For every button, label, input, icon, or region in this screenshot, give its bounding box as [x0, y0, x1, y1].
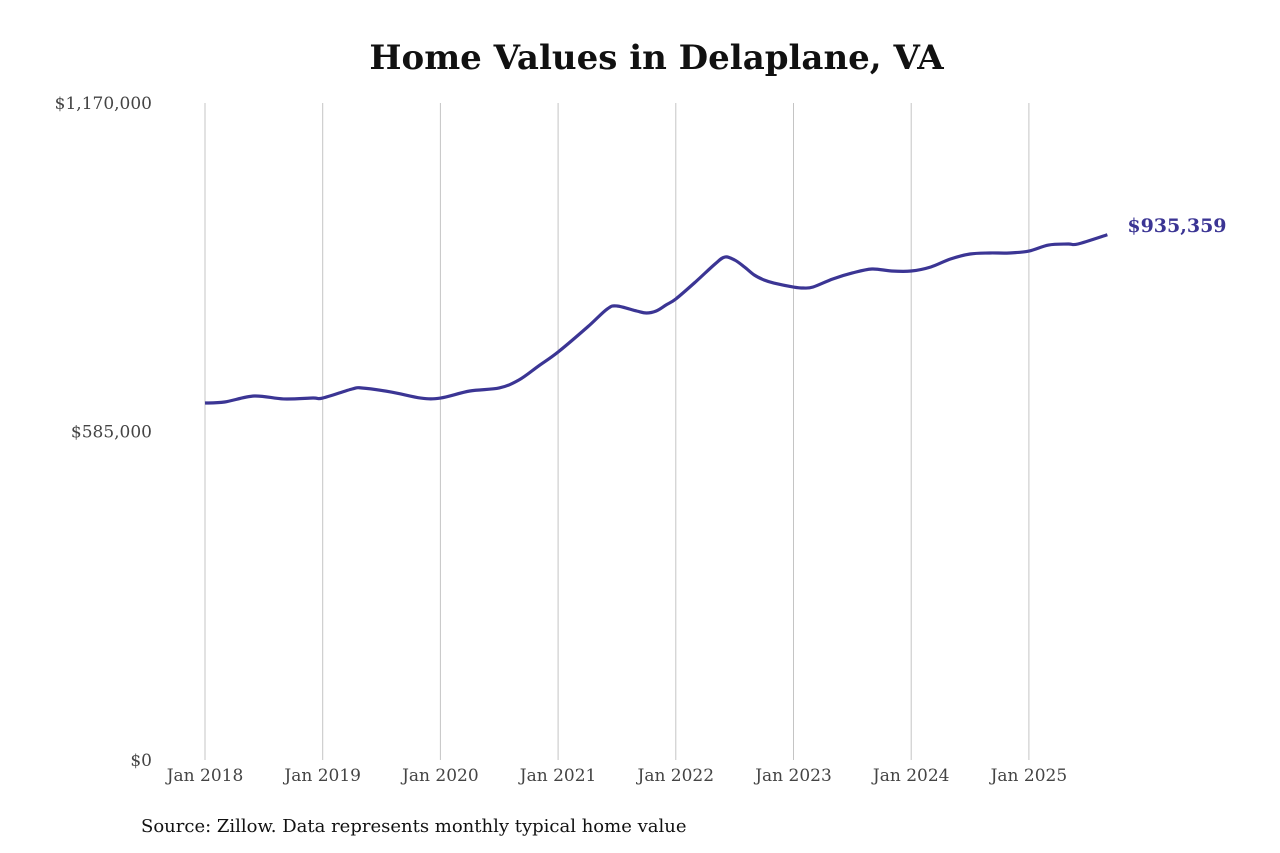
x-tick-label: Jan 2024: [871, 766, 950, 786]
x-tick-label: Jan 2020: [400, 766, 479, 786]
x-tick-label: Jan 2022: [636, 766, 715, 786]
x-tick-label: Jan 2018: [165, 766, 244, 786]
x-tick-label: Jan 2023: [753, 766, 832, 786]
chart-title: Home Values in Delaplane, VA: [369, 38, 944, 78]
source-note: Source: Zillow. Data represents monthly …: [141, 816, 687, 837]
y-tick-label: $0: [130, 751, 152, 771]
series-line: [204, 233, 1108, 405]
y-tick-label: $1,170,000: [55, 94, 152, 114]
x-tick-label: Jan 2019: [282, 766, 361, 786]
x-tick-label: Jan 2025: [989, 766, 1068, 786]
end-value-label: $935,359: [1127, 215, 1226, 237]
y-tick-label: $585,000: [71, 423, 152, 443]
x-tick-label: Jan 2021: [518, 766, 597, 786]
